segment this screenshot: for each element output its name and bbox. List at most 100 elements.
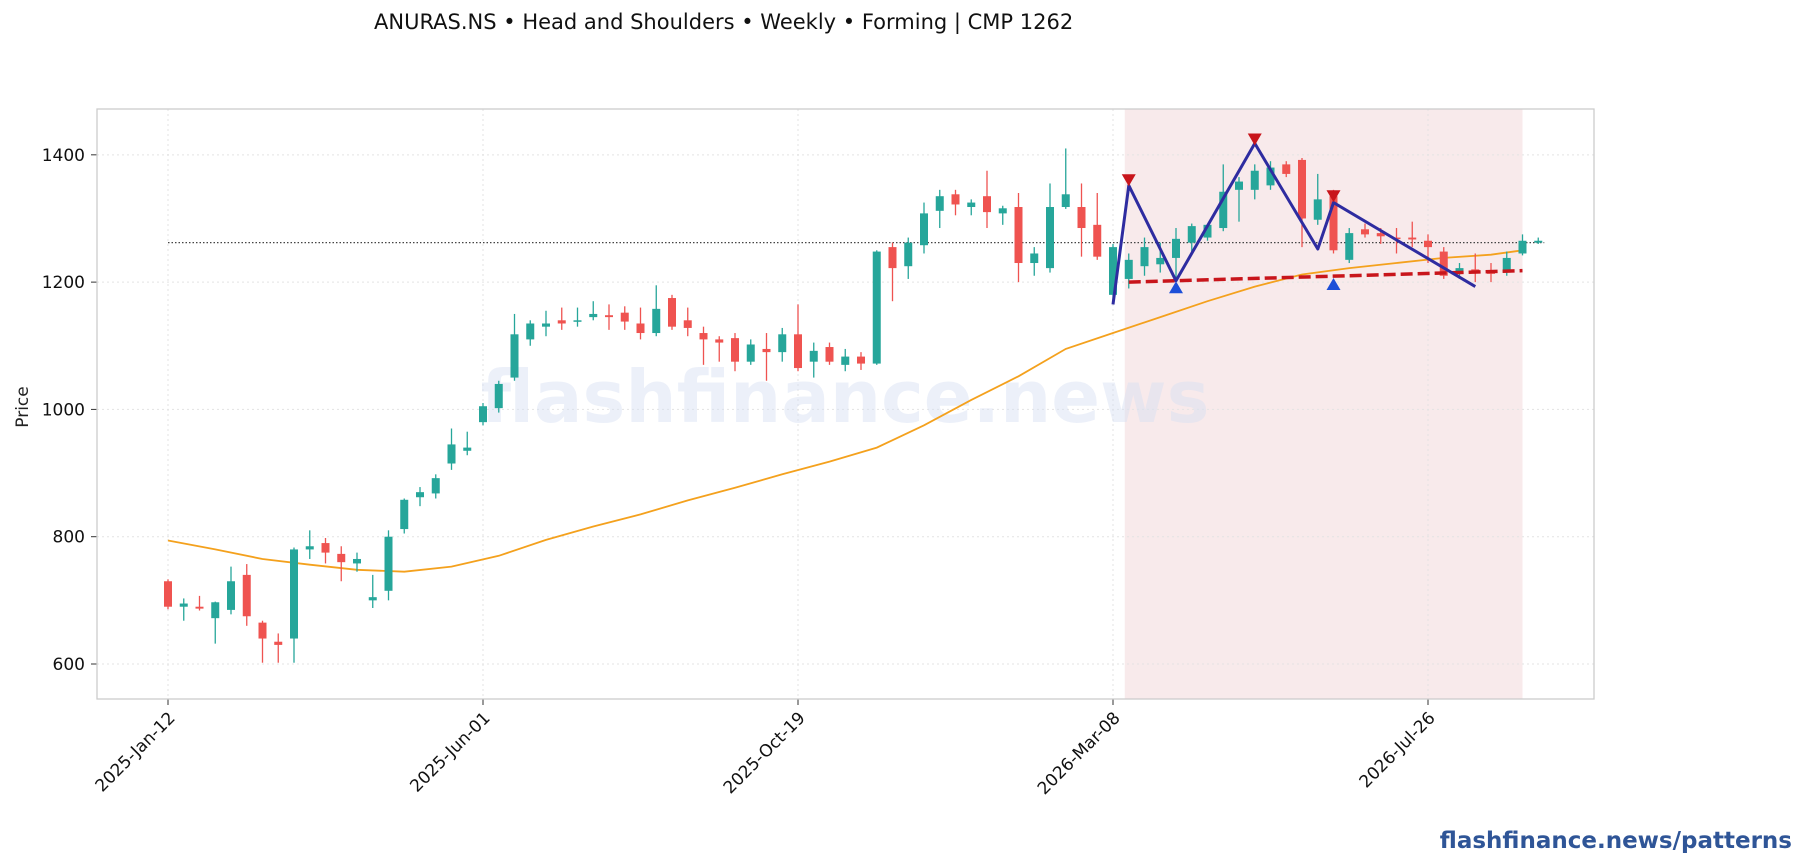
y-tick-label: 800: [53, 528, 85, 548]
neckline: [1128, 268, 1523, 284]
moving-average: [167, 249, 1523, 573]
candle-body: [1109, 247, 1117, 295]
candle-body: [526, 323, 535, 340]
candle-body: [636, 323, 645, 334]
candle-body: [1518, 240, 1527, 254]
y-tick-label: 600: [53, 655, 85, 675]
candle-body: [1329, 196, 1338, 251]
x-tick-label: 2026-Jul-26: [1356, 708, 1440, 792]
y-tick-label: 1200: [42, 273, 85, 293]
moving-average-line: [167, 249, 1523, 573]
pattern-overlay: [1111, 133, 1523, 305]
candle-body: [746, 344, 755, 362]
candle-body: [731, 338, 739, 362]
candle-body: [715, 339, 724, 343]
candle-body: [573, 320, 582, 322]
candle-body: [290, 549, 298, 639]
candle-body: [1093, 224, 1102, 257]
candle-body: [447, 444, 456, 464]
candle-body: [1408, 237, 1417, 240]
candle-body: [510, 334, 519, 378]
y-axis-label: Price: [13, 386, 33, 427]
candle-body: [557, 320, 566, 324]
candle-body: [179, 603, 188, 607]
candle-body: [589, 313, 598, 318]
candle-body: [1203, 224, 1212, 238]
candle-body: [479, 406, 487, 423]
candle-body: [998, 208, 1007, 214]
candle-body: [1313, 199, 1322, 220]
candle-body: [699, 333, 708, 340]
candle-body: [1282, 164, 1291, 174]
candle-body: [1187, 226, 1196, 243]
candle-body: [825, 347, 834, 362]
trough-marker: [1326, 278, 1341, 291]
candle-body: [242, 574, 251, 617]
candle-body: [494, 383, 503, 409]
candle-body: [337, 553, 346, 563]
y-tick-label: 1000: [42, 400, 85, 420]
candle-body: [1266, 167, 1275, 186]
candle-body: [416, 492, 424, 498]
candle-body: [1424, 240, 1432, 248]
trough-marker: [1169, 281, 1183, 294]
candle-body: [384, 536, 393, 591]
candle-body: [1534, 240, 1543, 243]
candle-body: [1250, 170, 1259, 190]
peak-marker: [1121, 174, 1136, 187]
candle-body: [1046, 207, 1054, 269]
candle-body: [668, 298, 676, 327]
peak-marker: [1247, 133, 1262, 146]
candle-body: [857, 356, 865, 364]
plot-background: [97, 109, 1594, 699]
candle-body: [652, 308, 661, 334]
plot-frame: [96, 108, 1595, 700]
candle-body: [305, 546, 314, 550]
candle-body: [1156, 257, 1165, 265]
candle-body: [321, 543, 330, 553]
candle-body: [983, 196, 991, 213]
footer-link[interactable]: flashfinance.news/patterns: [1439, 828, 1792, 854]
candle-body: [1502, 257, 1511, 273]
candle-body: [1235, 181, 1243, 190]
candle-body: [920, 213, 928, 246]
peak-marker: [1326, 190, 1341, 203]
candle-body: [1172, 238, 1180, 258]
candle-body: [431, 478, 440, 494]
candle-body: [778, 334, 787, 353]
candle-body: [620, 312, 629, 322]
x-tick-label: 2026-Mar-08: [1034, 708, 1125, 799]
candle-body: [1061, 194, 1070, 208]
candle-body: [1345, 233, 1354, 260]
candle-body: [605, 315, 613, 318]
y-tick-label: 1400: [42, 146, 85, 166]
candle-body: [1219, 191, 1228, 229]
candle-body: [1455, 268, 1464, 273]
candle-body: [258, 622, 267, 639]
candle-body: [904, 242, 913, 267]
chart-title: ANURAS.NS • Head and Shoulders • Weekly …: [374, 10, 1073, 35]
candle-body: [195, 606, 204, 609]
candle-body: [951, 194, 960, 205]
candle-body: [542, 323, 550, 327]
candle-body: [762, 348, 771, 353]
candle-body: [227, 581, 235, 610]
candle-body: [1077, 207, 1086, 229]
candle-body: [1298, 159, 1306, 219]
x-tick-label: 2025-Oct-19: [720, 708, 810, 798]
candle-body: [211, 602, 220, 619]
candle-body: [1361, 229, 1369, 235]
candle-body: [683, 320, 692, 328]
candle-body: [935, 196, 944, 211]
candle-body: [1140, 247, 1149, 267]
candle-body: [1376, 233, 1385, 237]
candle-body: [794, 334, 802, 369]
x-tick-label: 2025-Jun-01: [406, 708, 494, 796]
candle-body: [872, 251, 881, 364]
candle-body: [1014, 207, 1023, 264]
candle-body: [809, 350, 818, 362]
candle-body: [1030, 253, 1039, 264]
pattern-shaded-region: [1124, 109, 1523, 699]
candle-body: [967, 202, 976, 208]
